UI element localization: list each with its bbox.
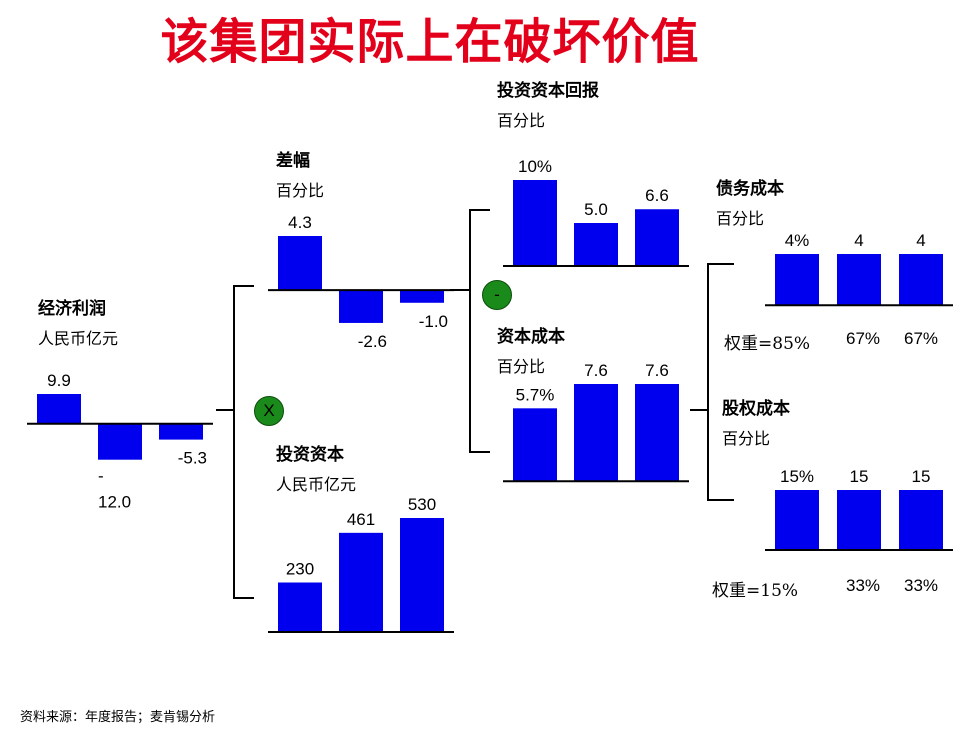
economic-profit-label-2: -12.0 (98, 467, 131, 512)
cost-of-capital-title: 资本成本 (497, 327, 565, 347)
cost-of-debt-header: 债务成本 百分比 (716, 178, 784, 230)
cost-of-equity-bar-1 (775, 490, 819, 550)
invested-capital-label-3: 530 (408, 495, 436, 514)
cost-of-debt-bar-1 (775, 254, 819, 306)
cost-of-debt-bar-2 (837, 254, 881, 306)
cost-of-equity-unit: 百分比 (722, 429, 771, 448)
cost-of-debt-title: 债务成本 (716, 179, 784, 199)
cost-of-capital-bar-1 (513, 408, 557, 482)
economic-profit-bar-1 (37, 394, 81, 424)
cost-of-capital-chart: 5.7% 7.6 7.6 (503, 361, 689, 483)
cost-of-equity-bar-2 (837, 490, 881, 550)
economic-profit-label-1: 9.9 (47, 371, 71, 390)
invested-capital-header: 投资资本 人民币亿元 (276, 444, 356, 496)
cost-of-capital-label-3: 7.6 (645, 361, 669, 380)
economic-profit-chart: 9.9 -12.0 -5.3 (27, 371, 213, 512)
cost-of-debt-bar-3 (899, 254, 943, 306)
economic-profit-label-3: -5.3 (178, 449, 207, 468)
margin-bar-2 (339, 290, 383, 323)
invested-capital-title: 投资资本 (276, 445, 344, 465)
cost-of-debt-weight-3: 67% (904, 329, 939, 348)
cost-of-debt-weight-1: 权重=85% (724, 334, 811, 354)
economic-profit-title: 经济利润 (38, 299, 106, 319)
margin-label-3: -1.0 (419, 312, 448, 331)
roic-bar-3 (635, 209, 679, 266)
cost-of-equity-label-3: 15 (912, 467, 931, 486)
cost-of-equity-label-2: 15 (850, 467, 869, 486)
cost-of-debt-unit: 百分比 (716, 209, 765, 228)
roic-bar-1 (513, 180, 557, 266)
cost-of-equity-bar-3 (899, 490, 943, 550)
cost-of-debt-label-2: 4 (854, 231, 863, 250)
cost-of-equity-header: 股权成本 百分比 (722, 398, 790, 450)
cost-of-equity-label-1: 15% (780, 467, 814, 486)
cost-of-debt-weight-2: 67% (846, 329, 881, 348)
margin-title: 差幅 (276, 151, 310, 171)
roic-label-1: 10% (518, 157, 552, 176)
invested-capital-unit: 人民币亿元 (276, 475, 357, 494)
economic-profit-bar-2 (98, 423, 142, 460)
cost-of-capital-label-1: 5.7% (516, 385, 555, 404)
multiply-operator: X (254, 396, 284, 426)
margin-unit: 百分比 (276, 181, 325, 200)
cost-of-capital-unit: 百分比 (497, 357, 546, 376)
invested-capital-bar-1 (278, 582, 322, 632)
cost-of-debt-chart: 4% 4 4 (765, 231, 953, 307)
cost-of-equity-weight-1: 权重=15% (712, 581, 799, 601)
cost-of-equity-weight-2: 33% (846, 576, 881, 595)
roic-chart: 10% 5.0 6.6 (503, 157, 689, 267)
invested-capital-label-1: 230 (286, 560, 314, 579)
economic-profit-header: 经济利润 人民币亿元 (38, 298, 118, 350)
cost-of-capital-bar-2 (574, 384, 618, 482)
roic-header: 投资资本回报 百分比 (497, 80, 599, 132)
cost-of-capital-label-2: 7.6 (584, 361, 608, 380)
roic-label-3: 6.6 (645, 186, 669, 205)
cost-of-equity-weight-3: 33% (904, 576, 939, 595)
minus-operator: - (482, 280, 512, 310)
invested-capital-bar-2 (339, 532, 383, 632)
roic-title: 投资资本回报 (497, 81, 599, 101)
economic-profit-unit: 人民币亿元 (38, 329, 119, 348)
roic-label-2: 5.0 (584, 200, 608, 219)
cost-of-debt-label-3: 4 (916, 231, 925, 250)
margin-header: 差幅 百分比 (276, 150, 324, 202)
cost-of-equity-title: 股权成本 (722, 399, 790, 419)
margin-chart: 4.3 -2.6 -1.0 (268, 213, 454, 351)
invested-capital-chart: 230 461 530 (268, 495, 454, 633)
cost-of-capital-bar-3 (635, 384, 679, 482)
invested-capital-bar-3 (400, 518, 444, 632)
cost-of-equity-chart: 15% 15 15 (765, 467, 953, 551)
roic-unit: 百分比 (497, 111, 546, 130)
invested-capital-label-2: 461 (347, 510, 375, 529)
roic-bar-2 (574, 223, 618, 266)
margin-bar-3 (400, 290, 444, 303)
margin-label-1: 4.3 (288, 213, 312, 232)
margin-bar-1 (278, 236, 322, 291)
economic-profit-bar-3 (159, 423, 203, 440)
cost-of-capital-header: 资本成本 百分比 (497, 326, 565, 378)
margin-label-2: -2.6 (358, 332, 387, 351)
cost-of-debt-label-1: 4% (785, 231, 810, 250)
source-note: 资料来源：年度报告；麦肯锡分析 (20, 710, 216, 725)
page-title: 该集团实际上在破坏价值 (160, 14, 700, 70)
